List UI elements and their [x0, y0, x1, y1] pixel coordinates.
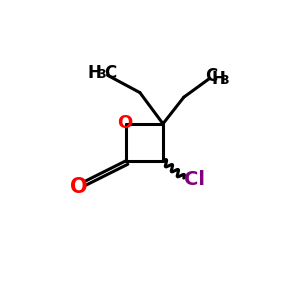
Text: H: H: [212, 70, 225, 88]
Text: 3: 3: [98, 68, 106, 81]
Text: H: H: [88, 64, 102, 82]
Text: O: O: [117, 114, 133, 132]
Text: C: C: [206, 68, 218, 85]
Text: C: C: [104, 64, 116, 82]
Text: O: O: [70, 177, 88, 197]
Text: Cl: Cl: [184, 170, 205, 189]
Text: 3: 3: [220, 74, 229, 87]
